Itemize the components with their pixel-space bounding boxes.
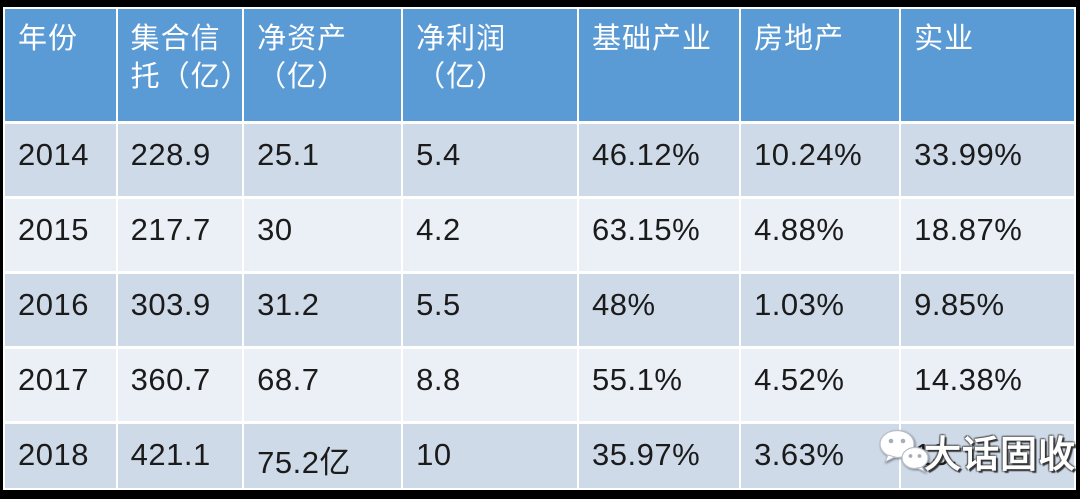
cell-2017-real-estate: 4.52% — [741, 349, 900, 421]
cell-2014-year: 2014 — [5, 124, 116, 196]
cell-2015-net-profit: 4.2 — [403, 199, 578, 271]
header-cell-net-profit: 净利润 （亿） — [403, 9, 578, 121]
header-cell-collective-trust: 集合信 托（亿） — [117, 9, 243, 121]
cell-2016-net-profit: 5.5 — [403, 274, 578, 346]
cell-2016-year: 2016 — [5, 274, 116, 346]
cell-2017-year: 2017 — [5, 349, 116, 421]
cell-2018-net-assets: 75.2亿 — [244, 424, 402, 488]
header-cell-industry: 实业 — [901, 9, 1074, 121]
cell-2017-infrastructure: 55.1% — [579, 349, 740, 421]
cell-2015-year: 2015 — [5, 199, 116, 271]
cell-2015-infrastructure: 63.15% — [579, 199, 740, 271]
cell-2015-net-assets: 30 — [244, 199, 402, 271]
cell-2018-real-estate: 3.63% — [741, 424, 900, 488]
header-cell-real-estate: 房地产 — [741, 9, 900, 121]
cell-2015-industry: 18.87% — [901, 199, 1074, 271]
cell-2018-year: 2018 — [5, 424, 116, 488]
cell-2018-collective: 421.1 — [117, 424, 243, 488]
cell-2014-collective: 228.9 — [117, 124, 243, 196]
cell-2016-real-estate: 1.03% — [741, 274, 900, 346]
cell-2015-real-estate: 4.88% — [741, 199, 900, 271]
cell-2016-collective: 303.9 — [117, 274, 243, 346]
cell-2016-industry: 9.85% — [901, 274, 1074, 346]
cell-2016-infrastructure: 48% — [579, 274, 740, 346]
cell-2017-net-assets: 68.7 — [244, 349, 402, 421]
cell-2016-net-assets: 31.2 — [244, 274, 402, 346]
cell-2015-collective: 217.7 — [117, 199, 243, 271]
cell-2018-net-profit: 10 — [403, 424, 578, 488]
cell-2018-industry: 13. — [901, 424, 1074, 488]
cell-2017-industry: 14.38% — [901, 349, 1074, 421]
header-cell-year: 年份 — [5, 9, 116, 121]
header-cell-net-assets: 净资产 （亿） — [244, 9, 402, 121]
header-cell-infrastructure: 基础产业 — [579, 9, 740, 121]
data-table: 年份 集合信 托（亿） 净资产 （亿） 净利润 （亿） 基础产业 房地产 实业 … — [5, 9, 1074, 488]
cell-2017-net-profit: 8.8 — [403, 349, 578, 421]
cell-2014-net-assets: 25.1 — [244, 124, 402, 196]
cell-2014-real-estate: 10.24% — [741, 124, 900, 196]
cell-2014-industry: 33.99% — [901, 124, 1074, 196]
cell-2014-net-profit: 5.4 — [403, 124, 578, 196]
cell-2017-collective: 360.7 — [117, 349, 243, 421]
cell-2014-infrastructure: 46.12% — [579, 124, 740, 196]
cell-2018-infrastructure: 35.97% — [579, 424, 740, 488]
table-image-background: 年份 集合信 托（亿） 净资产 （亿） 净利润 （亿） 基础产业 房地产 实业 … — [3, 7, 1076, 490]
